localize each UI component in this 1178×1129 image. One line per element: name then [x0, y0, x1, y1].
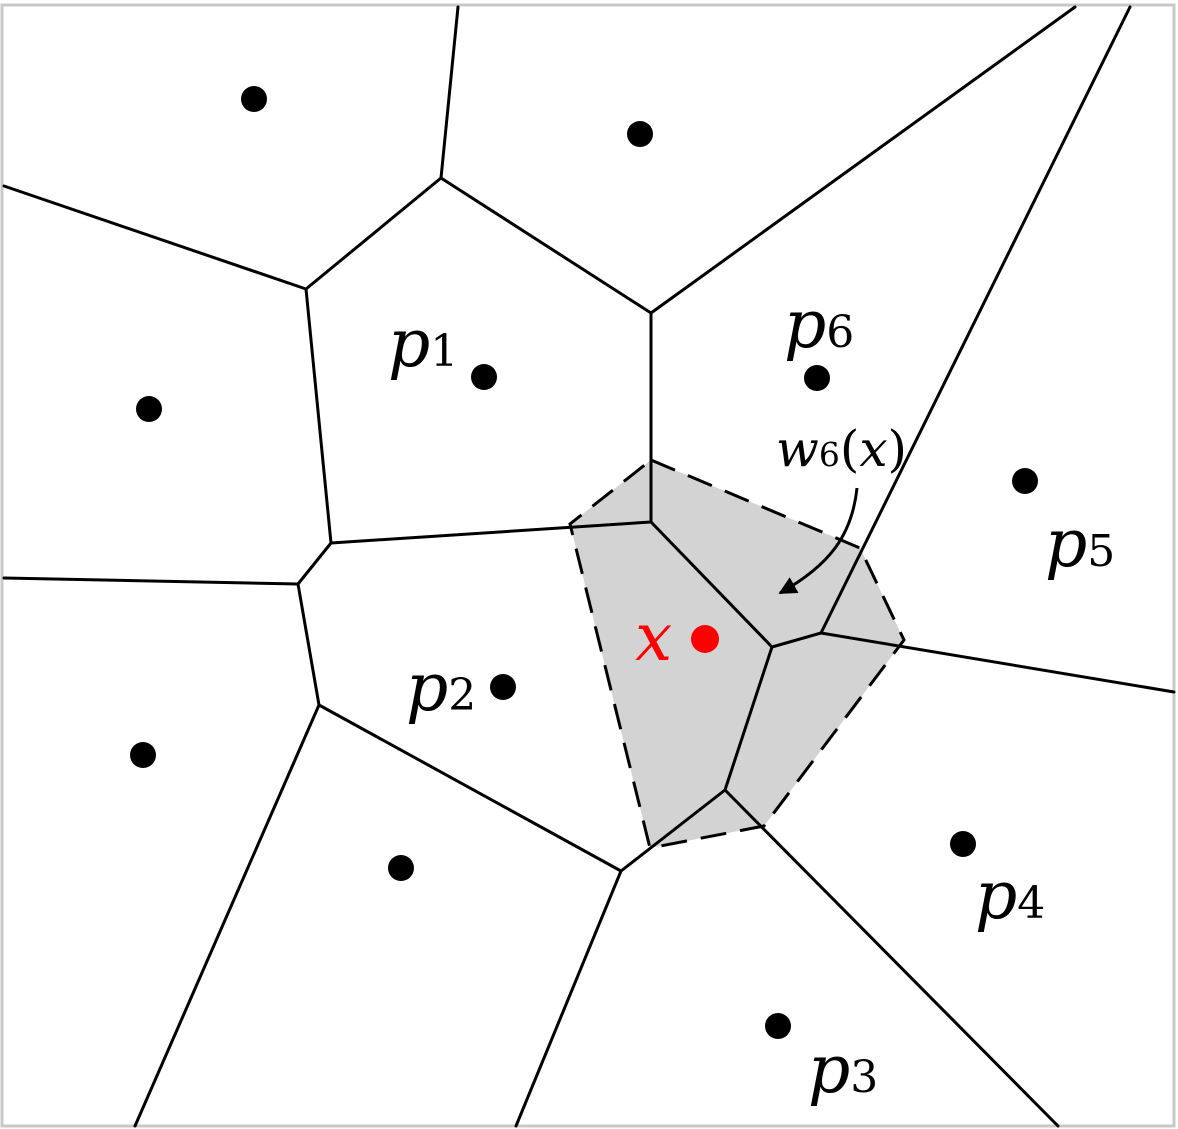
voronoi-edge [439, 5, 460, 180]
voronoi-edge [723, 788, 1060, 1128]
label-p6: p6 [784, 286, 854, 363]
voronoi-edge [133, 703, 321, 1128]
voronoi-edge [304, 176, 443, 291]
site-point [130, 742, 156, 768]
site-point [241, 86, 267, 112]
label-p2: p2 [406, 649, 476, 726]
query-point-x [691, 625, 719, 653]
voronoi-edge [296, 582, 321, 707]
label-p5: p5 [1045, 505, 1115, 582]
voronoi-edge [439, 176, 653, 315]
label-p4: p4 [975, 857, 1045, 934]
voronoi-edge [317, 703, 623, 873]
site-p6 [804, 365, 830, 391]
voronoi-edge [296, 541, 333, 586]
w6-arrow [778, 487, 859, 595]
voronoi-edge [649, 5, 1077, 315]
voronoi-edge [329, 520, 653, 545]
site-point [388, 855, 414, 881]
label-p1: p1 [388, 305, 458, 382]
site-p1 [471, 364, 497, 390]
site-point [627, 121, 653, 147]
shaded-cell-w6 [568, 458, 906, 850]
voronoi-edge [649, 520, 774, 649]
site-p5 [1012, 468, 1038, 494]
voronoi-edge [619, 788, 727, 873]
site-p2 [490, 674, 516, 700]
diagram-frame [0, 3, 1176, 1128]
site-point [136, 396, 162, 422]
label-p3: p3 [808, 1031, 878, 1108]
site-p3 [765, 1013, 791, 1039]
voronoi-edge [514, 869, 623, 1128]
site-p4 [950, 831, 976, 857]
voronoi-edges [2, 5, 1176, 1128]
voronoi-edge [2, 576, 300, 586]
voronoi-edge [304, 287, 333, 545]
voronoi-edge [770, 631, 823, 649]
voronoi-edge [2, 184, 308, 291]
label-w6x: w6(x) [776, 420, 907, 478]
voronoi-edge [723, 645, 774, 792]
voronoi-edge [819, 631, 1176, 694]
voronoi-edge [819, 5, 1132, 635]
label-x: x [635, 599, 672, 676]
voronoi-sites [130, 86, 1038, 1039]
